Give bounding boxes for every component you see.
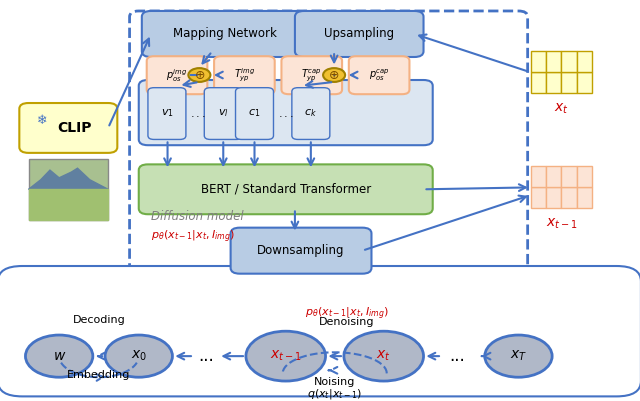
FancyBboxPatch shape <box>546 72 561 93</box>
FancyBboxPatch shape <box>577 166 592 187</box>
Text: w: w <box>54 349 65 363</box>
FancyBboxPatch shape <box>546 51 561 72</box>
FancyBboxPatch shape <box>204 88 243 140</box>
Text: $q(x_t|x_{t-1})$: $q(x_t|x_{t-1})$ <box>307 387 362 401</box>
FancyBboxPatch shape <box>148 88 186 140</box>
Text: Downsampling: Downsampling <box>257 244 345 257</box>
Text: Mapping Network: Mapping Network <box>173 28 276 41</box>
FancyBboxPatch shape <box>561 72 577 93</box>
FancyBboxPatch shape <box>282 56 342 94</box>
Text: $p_\theta(x_{t-1}|x_t, I_{img})$: $p_\theta(x_{t-1}|x_t, I_{img})$ <box>151 229 235 245</box>
Text: Denoising: Denoising <box>319 317 375 326</box>
FancyBboxPatch shape <box>142 11 307 57</box>
Text: ❄: ❄ <box>36 114 47 127</box>
Text: $x_{t-1}$: $x_{t-1}$ <box>545 217 577 231</box>
Text: $x_T$: $x_T$ <box>510 349 527 363</box>
FancyBboxPatch shape <box>147 56 207 94</box>
Text: $...$: $...$ <box>190 109 206 119</box>
FancyBboxPatch shape <box>236 88 273 140</box>
Polygon shape <box>29 168 108 189</box>
Text: ...: ... <box>198 347 214 365</box>
FancyBboxPatch shape <box>577 72 592 93</box>
Text: $...$: $...$ <box>278 109 294 119</box>
FancyBboxPatch shape <box>295 11 424 57</box>
FancyBboxPatch shape <box>29 159 108 220</box>
Circle shape <box>188 68 211 82</box>
FancyBboxPatch shape <box>139 80 433 145</box>
FancyBboxPatch shape <box>561 166 577 187</box>
Text: $v_l$: $v_l$ <box>218 107 228 119</box>
Ellipse shape <box>105 335 172 377</box>
Text: BERT / Standard Transformer: BERT / Standard Transformer <box>200 183 371 196</box>
Text: $x_t$: $x_t$ <box>554 101 569 116</box>
Ellipse shape <box>344 331 424 381</box>
Text: Decoding: Decoding <box>72 315 125 325</box>
Text: Embedding: Embedding <box>67 370 131 380</box>
FancyBboxPatch shape <box>292 88 330 140</box>
FancyBboxPatch shape <box>129 11 527 275</box>
FancyBboxPatch shape <box>531 187 546 209</box>
Text: $c_1$: $c_1$ <box>248 107 260 119</box>
FancyBboxPatch shape <box>546 166 561 187</box>
FancyBboxPatch shape <box>531 51 546 72</box>
FancyBboxPatch shape <box>577 187 592 209</box>
Text: Upsampling: Upsampling <box>324 28 394 41</box>
Text: Noising: Noising <box>314 377 355 387</box>
Text: $\oplus$: $\oplus$ <box>328 69 340 81</box>
Text: $p_\theta(x_{t-1}|x_t, I_{img})$: $p_\theta(x_{t-1}|x_t, I_{img})$ <box>305 306 389 322</box>
Text: $c_k$: $c_k$ <box>305 107 317 119</box>
Text: ...: ... <box>449 347 465 365</box>
Ellipse shape <box>484 335 552 377</box>
Polygon shape <box>29 189 108 220</box>
FancyBboxPatch shape <box>139 164 433 214</box>
Text: $x_0$: $x_0$ <box>131 349 147 363</box>
Text: $p_{os}^{img}$: $p_{os}^{img}$ <box>166 67 188 84</box>
Text: $T_{yp}^{img}$: $T_{yp}^{img}$ <box>234 67 255 84</box>
FancyBboxPatch shape <box>0 266 640 397</box>
Text: $x_{t-1}$: $x_{t-1}$ <box>270 349 301 363</box>
Circle shape <box>323 68 345 82</box>
Text: $x_t$: $x_t$ <box>376 349 391 363</box>
Text: $v_1$: $v_1$ <box>161 107 173 119</box>
Text: Diffusion model: Diffusion model <box>151 210 244 223</box>
Text: CLIP: CLIP <box>57 121 92 135</box>
FancyBboxPatch shape <box>214 56 275 94</box>
Ellipse shape <box>26 335 93 377</box>
FancyBboxPatch shape <box>561 51 577 72</box>
FancyBboxPatch shape <box>349 56 410 94</box>
FancyBboxPatch shape <box>230 228 371 273</box>
FancyBboxPatch shape <box>561 187 577 209</box>
FancyBboxPatch shape <box>577 51 592 72</box>
FancyBboxPatch shape <box>19 103 117 153</box>
Text: $\oplus$: $\oplus$ <box>194 69 205 81</box>
FancyBboxPatch shape <box>531 166 546 187</box>
Text: $T_{yp}^{cap}$: $T_{yp}^{cap}$ <box>301 67 322 83</box>
FancyBboxPatch shape <box>546 187 561 209</box>
Ellipse shape <box>246 331 326 381</box>
Text: $p_{os}^{cap}$: $p_{os}^{cap}$ <box>369 67 389 83</box>
FancyBboxPatch shape <box>531 72 546 93</box>
